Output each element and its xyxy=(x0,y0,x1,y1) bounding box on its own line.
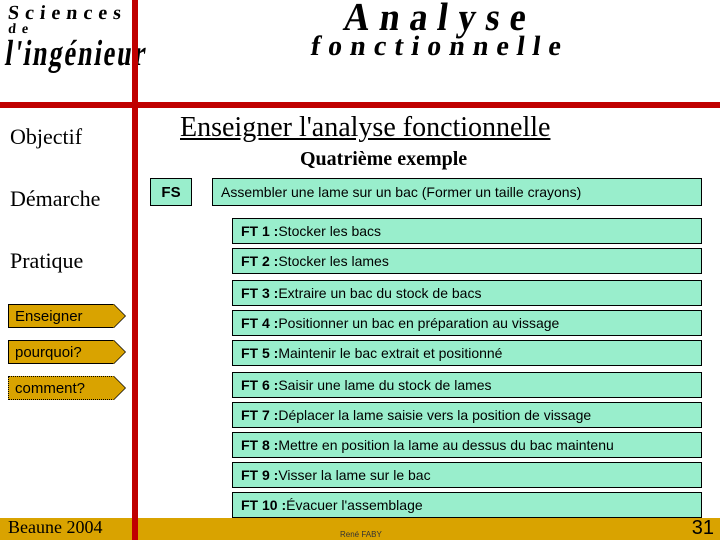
ft-row: FT 7 : Déplacer la lame saisie vers la p… xyxy=(232,402,702,428)
ft-row: FT 1 : Stocker les bacs xyxy=(232,218,702,244)
ft-code: FT 1 : xyxy=(241,223,278,239)
ft-row: FT 8 : Mettre en position la lame au des… xyxy=(232,432,702,458)
ft-text: Saisir une lame du stock de lames xyxy=(278,377,491,393)
wordart-center-line2: fonctionnelle xyxy=(309,35,570,59)
nav-pourquoi-button[interactable]: pourquoi? xyxy=(8,340,114,364)
ft-code: FT 10 : xyxy=(241,497,286,513)
ft-text: Positionner un bac en préparation au vis… xyxy=(278,315,559,331)
ft-text: Stocker les bacs xyxy=(278,223,381,239)
wordart-sciences: Sciences de l'ingénieur xyxy=(8,4,150,60)
ft-code: FT 6 : xyxy=(241,377,278,393)
horizontal-red-line xyxy=(0,102,720,108)
ft-row: FT 9 : Visser la lame sur le bac xyxy=(232,462,702,488)
wordart-center-line1: Analyse xyxy=(342,0,539,34)
ft-code: FT 3 : xyxy=(241,285,278,301)
nav-enseigner-label: Enseigner xyxy=(15,308,83,325)
ft-code: FT 9 : xyxy=(241,467,278,483)
slide-number: 31 xyxy=(692,517,714,540)
wordart-left-line3: l'ingénieur xyxy=(3,37,150,70)
ft-text: Évacuer l'assemblage xyxy=(286,497,423,513)
ft-row: FT 2 : Stocker les lames xyxy=(232,248,702,274)
ft-row: FT 3 : Extraire un bac du stock de bacs xyxy=(232,280,702,306)
ft-code: FT 2 : xyxy=(241,253,278,269)
sidebar: Objectif Démarche Pratique Enseigner pou… xyxy=(0,110,132,406)
nav-demarche[interactable]: Démarche xyxy=(10,186,132,212)
ft-text: Extraire un bac du stock de bacs xyxy=(278,285,481,301)
ft-text: Stocker les lames xyxy=(278,253,388,269)
footer-left: Beaune 2004 xyxy=(8,517,102,538)
ft-text: Mettre en position la lame au dessus du … xyxy=(278,437,613,453)
ft-row: FT 10 : Évacuer l'assemblage xyxy=(232,492,702,518)
ft-row: FT 5 : Maintenir le bac extrait et posit… xyxy=(232,340,702,366)
vertical-red-line xyxy=(132,0,138,540)
ft-row: FT 6 : Saisir une lame du stock de lames xyxy=(232,372,702,398)
nav-comment-label: comment? xyxy=(15,380,85,397)
ft-code: FT 8 : xyxy=(241,437,278,453)
ft-text: Visser la lame sur le bac xyxy=(278,467,430,483)
nav-comment-button[interactable]: comment? xyxy=(8,376,114,400)
page-title: Enseigner l'analyse fonctionnelle xyxy=(180,112,550,144)
ft-text: Maintenir le bac extrait et positionné xyxy=(278,345,502,361)
wordart-left-line1: Sciences xyxy=(7,4,128,22)
ft-row: FT 4 : Positionner un bac en préparation… xyxy=(232,310,702,336)
page-subtitle: Quatrième exemple xyxy=(300,148,467,171)
ft-code: FT 4 : xyxy=(241,315,278,331)
wordart-analyse: Analyse fonctionnelle xyxy=(200,2,680,58)
ft-code: FT 5 : xyxy=(241,345,278,361)
ft-text: Déplacer la lame saisie vers la position… xyxy=(278,407,591,423)
footer-author: René FABY xyxy=(340,530,382,539)
nav-objectif[interactable]: Objectif xyxy=(10,124,132,150)
fs-code-box: FS xyxy=(150,178,192,206)
slide: Sciences de l'ingénieur Analyse fonction… xyxy=(0,0,720,540)
ft-code: FT 7 : xyxy=(241,407,278,423)
fs-text-box: Assembler une lame sur un bac (Former un… xyxy=(212,178,702,206)
nav-enseigner-button[interactable]: Enseigner xyxy=(8,304,114,328)
nav-pratique[interactable]: Pratique xyxy=(10,248,132,274)
nav-pourquoi-label: pourquoi? xyxy=(15,344,82,361)
